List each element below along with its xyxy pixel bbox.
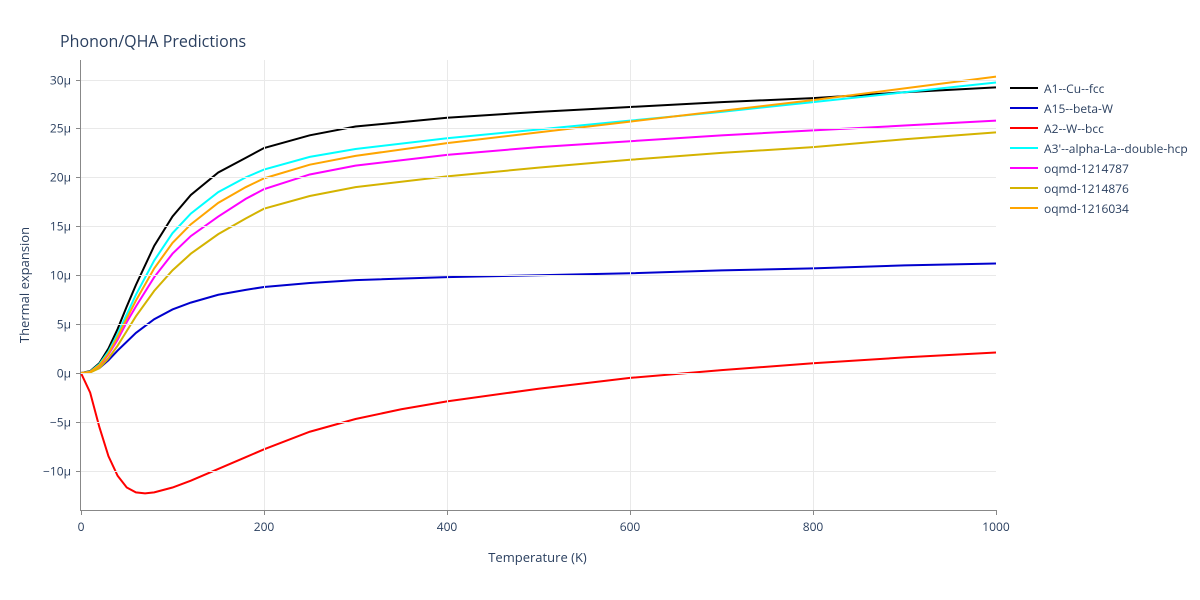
series-line[interactable]	[81, 83, 996, 374]
legend-label: oqmd-1214876	[1044, 180, 1129, 197]
legend-label: A15--beta-W	[1044, 100, 1113, 117]
legend-swatch	[1010, 127, 1038, 129]
y-tick-label: 0μ	[57, 365, 71, 382]
legend-label: A3'--alpha-La--double-hcp	[1044, 140, 1188, 157]
y-tick-mark	[76, 275, 81, 276]
y-tick-mark	[76, 471, 81, 472]
x-tick-label: 1000	[982, 510, 1009, 535]
y-axis-label: Thermal expansion	[15, 227, 33, 343]
y-tick-mark	[76, 373, 81, 374]
x-tick-label: 400	[437, 510, 458, 535]
legend: A1--Cu--fcc A15--beta-W A2--W--bcc A3'--alp…	[1010, 78, 1188, 218]
legend-item[interactable]: oqmd-1216034	[1010, 198, 1188, 218]
y-tick-mark	[76, 128, 81, 129]
legend-label: A2--W--bcc	[1044, 120, 1104, 137]
y-tick-mark	[76, 422, 81, 423]
legend-label: A1--Cu--fcc	[1044, 80, 1104, 97]
gridline-horizontal	[81, 226, 996, 227]
x-tick-label: 200	[254, 510, 275, 535]
gridline-horizontal	[81, 177, 996, 178]
legend-swatch	[1010, 87, 1038, 89]
y-tick-mark	[76, 324, 81, 325]
gridline-horizontal	[81, 275, 996, 276]
legend-swatch	[1010, 187, 1038, 189]
gridline-horizontal	[81, 471, 996, 472]
series-line[interactable]	[81, 263, 996, 373]
y-tick-label: 10μ	[50, 267, 71, 284]
x-tick-label: 0	[78, 510, 85, 535]
y-tick-label: 15μ	[50, 218, 71, 235]
legend-item[interactable]: oqmd-1214787	[1010, 158, 1188, 178]
legend-item[interactable]: oqmd-1214876	[1010, 178, 1188, 198]
legend-label: oqmd-1214787	[1044, 160, 1129, 177]
y-tick-mark	[76, 226, 81, 227]
gridline-horizontal	[81, 324, 996, 325]
chart-title: Phonon/QHA Predictions	[60, 30, 246, 52]
y-tick-label: 5μ	[57, 316, 71, 333]
y-tick-mark	[76, 177, 81, 178]
y-tick-mark	[76, 80, 81, 81]
legend-label: oqmd-1216034	[1044, 200, 1129, 217]
legend-swatch	[1010, 107, 1038, 109]
legend-item[interactable]: A1--Cu--fcc	[1010, 78, 1188, 98]
legend-swatch	[1010, 167, 1038, 169]
gridline-horizontal	[81, 373, 996, 374]
gridline-horizontal	[81, 128, 996, 129]
gridline-horizontal	[81, 80, 996, 81]
y-tick-label: 30μ	[50, 71, 71, 88]
chart-container: Phonon/QHA Predictions 02004006008001000…	[0, 0, 1200, 600]
series-line[interactable]	[81, 121, 996, 373]
x-tick-label: 800	[803, 510, 824, 535]
legend-swatch	[1010, 207, 1038, 209]
gridline-horizontal	[81, 422, 996, 423]
x-tick-label: 600	[620, 510, 641, 535]
legend-swatch	[1010, 147, 1038, 149]
y-tick-label: −5μ	[50, 413, 71, 430]
series-line[interactable]	[81, 132, 996, 373]
series-line[interactable]	[81, 77, 996, 373]
x-axis-label: Temperature (K)	[488, 548, 587, 566]
y-tick-label: −10μ	[43, 462, 71, 479]
plot-area[interactable]: 02004006008001000−10μ−5μ0μ5μ10μ15μ20μ25μ…	[80, 60, 996, 511]
y-tick-label: 20μ	[50, 169, 71, 186]
legend-item[interactable]: A2--W--bcc	[1010, 118, 1188, 138]
y-tick-label: 25μ	[50, 120, 71, 137]
legend-item[interactable]: A3'--alpha-La--double-hcp	[1010, 138, 1188, 158]
legend-item[interactable]: A15--beta-W	[1010, 98, 1188, 118]
